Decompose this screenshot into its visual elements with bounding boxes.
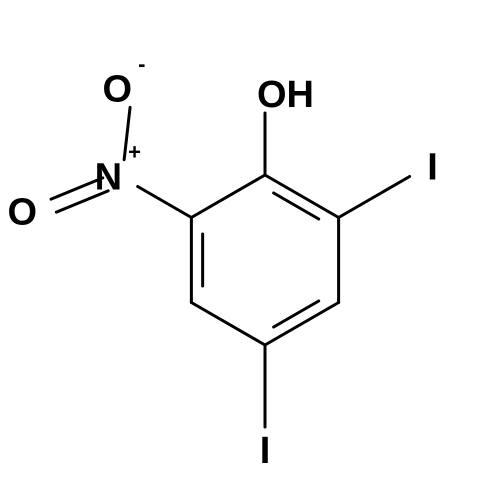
atom-label: N — [95, 157, 122, 199]
molecule-canvas: OHIIN+O-O — [0, 0, 500, 500]
atom-oh: OH — [257, 74, 314, 116]
atom-label: O — [103, 69, 133, 111]
atom-label: I — [427, 147, 438, 189]
atom-o1: O- — [103, 52, 146, 111]
bond — [339, 177, 410, 218]
atom-charge: + — [128, 140, 141, 165]
atom-label: OH — [257, 74, 314, 116]
bond — [191, 303, 265, 346]
atom-n: N+ — [95, 140, 141, 199]
bond — [274, 193, 319, 219]
atom-o2: O — [8, 192, 38, 234]
bond — [274, 301, 319, 327]
atom-label: I — [260, 430, 271, 472]
bond — [265, 175, 339, 218]
atom-i1: I — [427, 147, 438, 189]
atom-i2: I — [260, 430, 271, 472]
atom-label: O — [8, 192, 38, 234]
bond — [265, 303, 339, 346]
bond — [191, 175, 265, 218]
atom-charge: - — [138, 52, 145, 77]
bond — [138, 187, 192, 218]
